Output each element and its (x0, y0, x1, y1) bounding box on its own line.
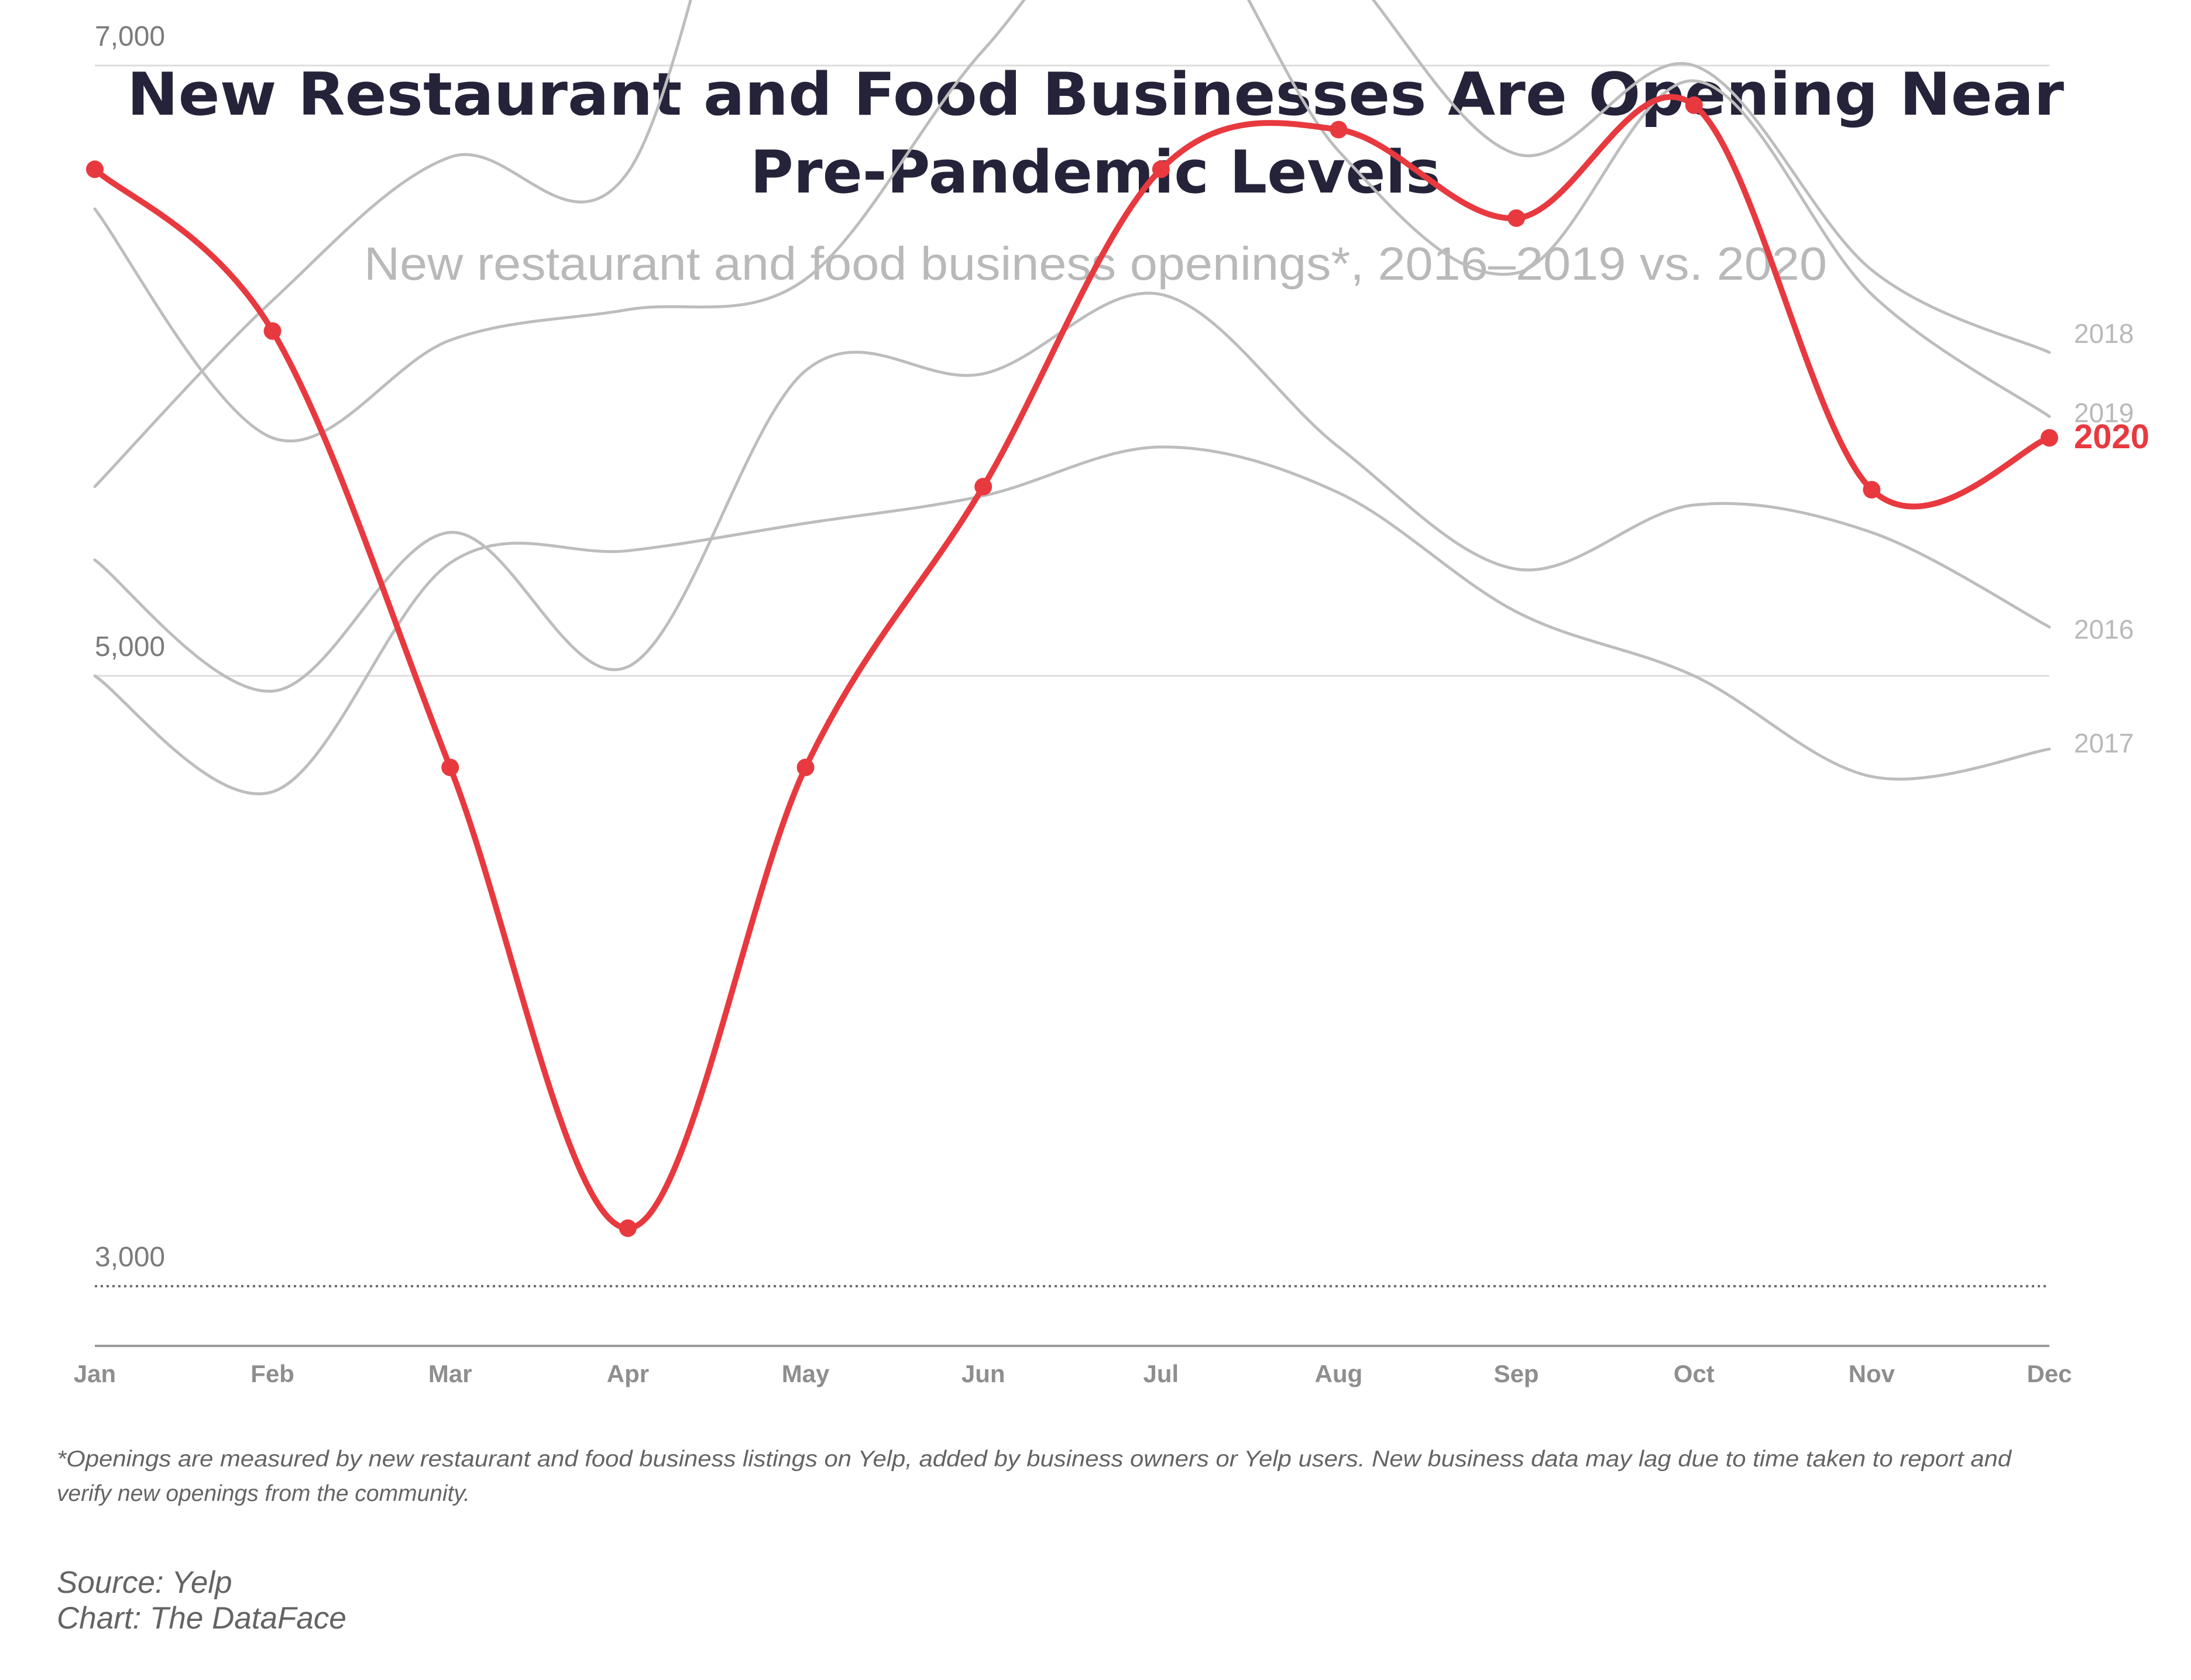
x-tick-label-Nov: Nov (1849, 1360, 1895, 1387)
chart-footer: *Openings are measured by new restaurant… (57, 1447, 2012, 1636)
series-line-2017 (93, 445, 2051, 795)
series-2019: 2019 (93, 0, 2134, 443)
point-2020-Dec (2041, 429, 2058, 447)
point-2020-Aug (1330, 121, 1348, 139)
series-2016: 2016 (93, 291, 2134, 693)
series-line-2016 (93, 291, 2051, 693)
x-tick-label-Aug: Aug (1315, 1360, 1363, 1387)
series-line-2019 (93, 0, 2051, 443)
x-tick-label-Sep: Sep (1494, 1360, 1539, 1387)
x-tick-label-Oct: Oct (1674, 1360, 1715, 1387)
point-2020-Jan (86, 160, 104, 178)
chart-titles: New Restaurant and Food Businesses Are O… (127, 60, 2064, 290)
series-label-2020: 2020 (2074, 418, 2149, 456)
point-2020-Mar (441, 758, 459, 777)
point-2020-Sep (1507, 209, 1526, 227)
point-2020-Apr (619, 1219, 637, 1237)
chart-title-line-1: New Restaurant and Food Businesses Are O… (127, 60, 2064, 129)
x-tick-label-Apr: Apr (607, 1360, 649, 1387)
series-label-2017: 2017 (2074, 728, 2134, 758)
x-tick-label-Mar: Mar (428, 1360, 472, 1387)
series-line-2018 (93, 0, 2051, 489)
footnote-line-1: *Openings are measured by new restaurant… (57, 1447, 2012, 1472)
x-tick-label-Dec: Dec (2027, 1360, 2072, 1387)
series-label-2018: 2018 (2074, 318, 2134, 349)
point-2020-Oct (1685, 96, 1703, 114)
x-tick-label-Jun: Jun (961, 1360, 1005, 1387)
chart-title-line-2: Pre-Pandemic Levels (750, 138, 1441, 207)
point-2020-Nov (1863, 480, 1881, 499)
point-2020-Jun (974, 477, 993, 496)
source-credit: Source: Yelp (57, 1565, 232, 1600)
series-label-2019: 2019 (2074, 398, 2134, 428)
x-axis: Jan Feb Mar Apr May Jun Jul Aug Sep Oct Nov Dec (74, 1345, 2072, 1387)
y-tick-label-5000: 5,000 (95, 631, 165, 662)
x-tick-label-May: May (782, 1360, 830, 1387)
series-label-2016: 2016 (2074, 614, 2134, 645)
x-tick-label-Jul: Jul (1143, 1360, 1179, 1387)
point-2020-Jul (1152, 160, 1170, 178)
x-tick-label-Feb: Feb (250, 1360, 294, 1387)
footnote-line-2: verify new openings from the community. (57, 1481, 470, 1506)
point-2020-Feb (263, 322, 281, 340)
y-tick-label-3000: 3,000 (95, 1242, 165, 1273)
series-2020: 2020 (86, 94, 2149, 1237)
point-2020-May (796, 758, 815, 777)
series-2017: 2017 (93, 445, 2134, 795)
y-tick-label-7000: 7,000 (95, 21, 165, 52)
x-tick-label-Jan: Jan (74, 1360, 116, 1387)
series-2018: 2018 (93, 0, 2134, 489)
chart-credit: Chart: The DataFace (57, 1601, 346, 1636)
